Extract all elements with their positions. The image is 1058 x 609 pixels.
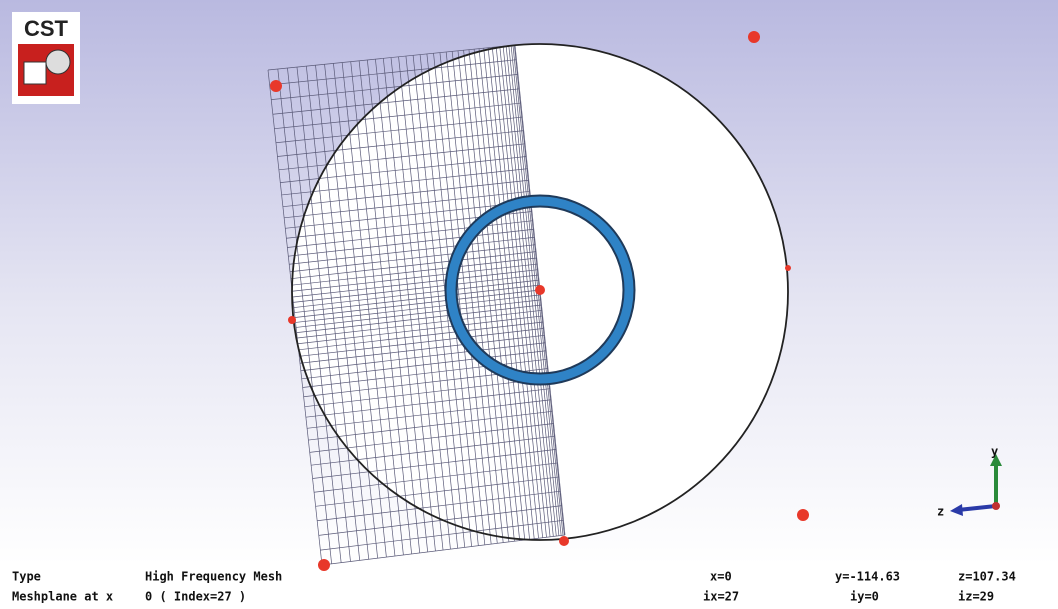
- point: [785, 265, 791, 271]
- logo-cube: [24, 62, 46, 84]
- point: [270, 80, 282, 92]
- cst-viewport: CST y z Type High Frequency Mesh Meshpla…: [0, 0, 1058, 609]
- coord-x: x=0: [710, 570, 732, 584]
- point: [559, 536, 569, 546]
- z-axis-label: z: [937, 505, 944, 519]
- index-y: iy=0: [850, 590, 879, 604]
- point: [535, 285, 545, 295]
- point: [318, 559, 330, 571]
- y-axis-label: y: [991, 445, 998, 459]
- point: [797, 509, 809, 521]
- coord-z: z=107.34: [958, 570, 1016, 584]
- logo-text: CST: [24, 16, 69, 41]
- index-z: iz=29: [958, 590, 994, 604]
- index-x: ix=27: [703, 590, 739, 604]
- point: [748, 31, 760, 43]
- meshplane-label: Meshplane at x: [12, 590, 113, 604]
- type-value: High Frequency Mesh: [145, 570, 282, 584]
- origin: [992, 502, 1000, 510]
- coord-y: y=-114.63: [835, 570, 900, 584]
- meshplane-value: 0 ( Index=27 ): [145, 590, 246, 604]
- logo-sphere: [46, 50, 70, 74]
- type-label: Type: [12, 570, 41, 584]
- cst-logo: CST: [12, 12, 80, 104]
- point: [288, 316, 296, 324]
